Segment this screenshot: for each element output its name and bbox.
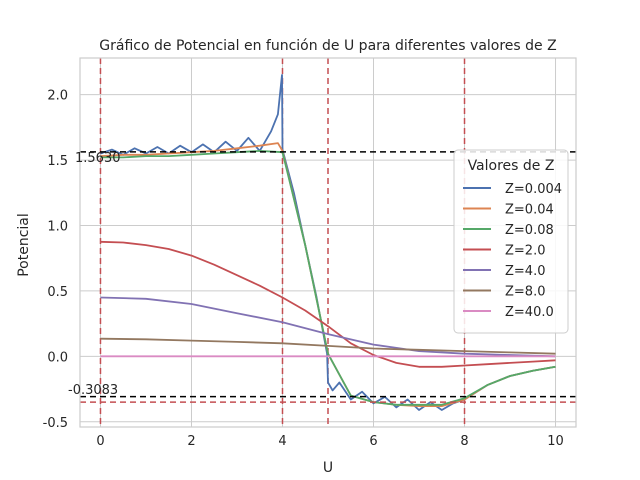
legend-label: Z=8.0 — [505, 285, 545, 300]
y-tick-label: 1.0 — [47, 219, 68, 234]
annotation-upper: 1.5630 — [75, 151, 121, 166]
x-tick-label: 10 — [547, 434, 564, 449]
x-tick-label: 0 — [96, 434, 104, 449]
series-line — [100, 337, 556, 355]
x-tick-label: 4 — [278, 434, 286, 449]
chart-title: Gráfico de Potencial en función de U par… — [99, 38, 556, 54]
x-tick-label: 2 — [187, 434, 195, 449]
legend-label: Z=0.04 — [505, 203, 554, 218]
legend-label: Z=4.0 — [505, 264, 545, 279]
legend: Valores de Z Z=0.004 Z=0.04 Z=0.08 Z=2.0 Z=4… — [453, 149, 569, 334]
annotation-lower: -0.3083 — [68, 383, 118, 398]
y-tick-label: -0.5 — [43, 416, 68, 431]
x-tick-label: 6 — [369, 434, 377, 449]
y-axis-label: Potencial — [16, 213, 32, 277]
axes — [79, 57, 577, 428]
series-lines — [100, 74, 556, 411]
series-line — [100, 149, 556, 406]
x-tick-label: 8 — [460, 434, 468, 449]
tick-labels: 0 2 4 6 8 10 -0.5 0.0 0.5 1.0 1.5 2.0 — [43, 89, 564, 449]
y-tick-label: 0.0 — [47, 350, 68, 365]
x-axis-label: U — [323, 460, 333, 476]
series-line — [100, 240, 556, 368]
legend-box — [453, 149, 569, 334]
legend-label: Z=2.0 — [505, 244, 545, 259]
y-tick-label: 2.0 — [47, 89, 68, 104]
legend-label: Z=0.004 — [505, 182, 562, 197]
y-tick-label: 1.5 — [47, 154, 68, 169]
legend-label: Z=0.08 — [505, 223, 554, 238]
y-tick-label: 0.5 — [47, 285, 68, 300]
legend-title: Valores de Z — [468, 158, 555, 174]
series-line — [100, 296, 556, 358]
legend-label: Z=40.0 — [505, 305, 554, 320]
plot-frame — [79, 57, 577, 428]
